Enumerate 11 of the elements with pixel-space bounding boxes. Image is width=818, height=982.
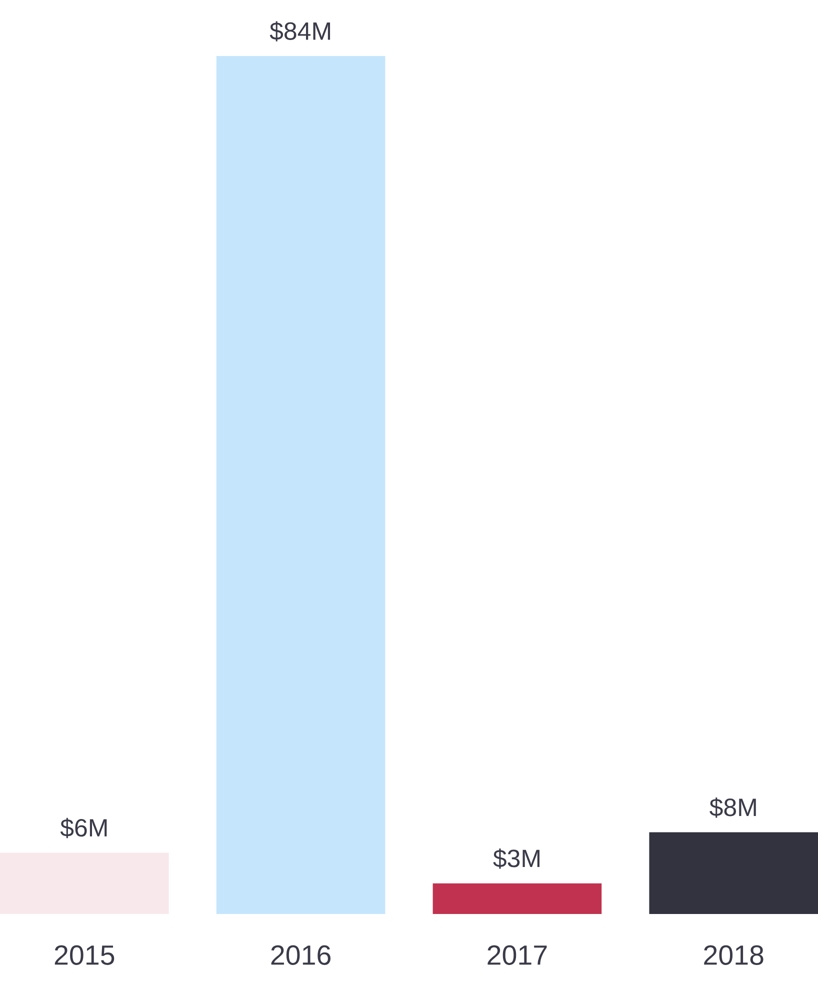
- data-label: $6M: [60, 818, 107, 838]
- x-tick-label: 2018: [704, 945, 764, 965]
- bar: [216, 56, 386, 914]
- x-tick-label: 2016: [271, 945, 330, 965]
- data-label: $84M: [270, 21, 330, 42]
- data-label: $3M: [493, 848, 540, 869]
- data-label: $8M: [710, 797, 756, 818]
- x-tick-label: 2015: [54, 945, 114, 965]
- bar: [432, 883, 602, 914]
- x-tick-label: 2017: [488, 945, 547, 965]
- bar: [649, 832, 818, 914]
